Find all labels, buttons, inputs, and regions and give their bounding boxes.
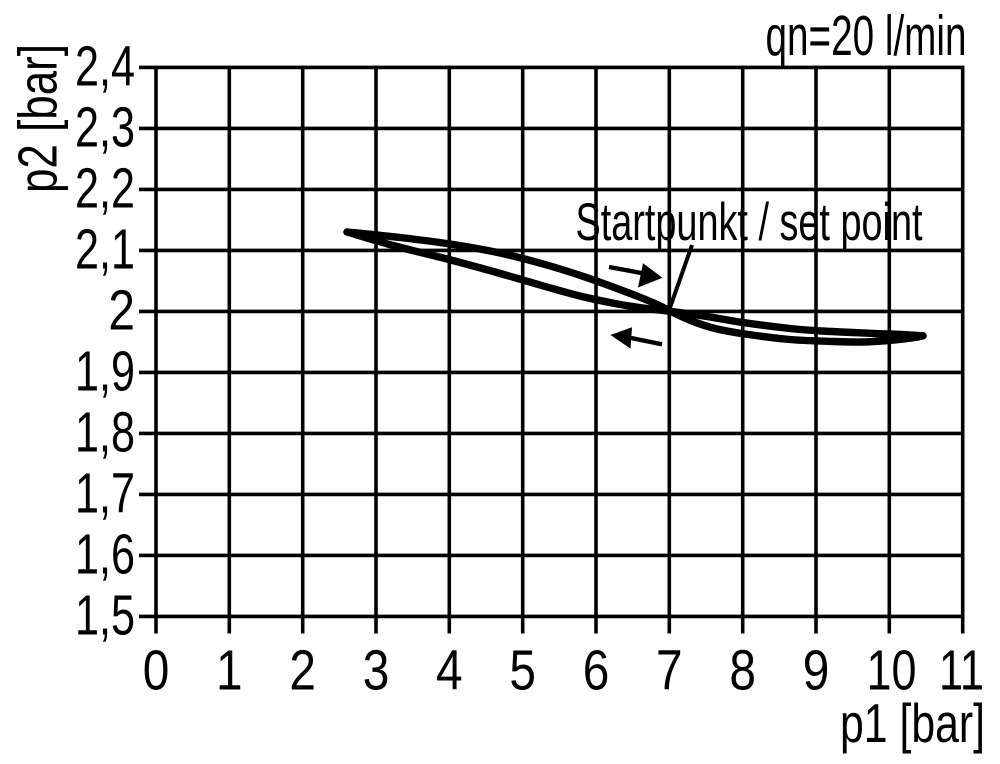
svg-text:10: 10	[867, 639, 917, 702]
svg-text:1,8: 1,8	[75, 400, 135, 463]
svg-text:qn=20 l/min: qn=20 l/min	[766, 4, 967, 67]
svg-text:2,4: 2,4	[75, 34, 135, 97]
svg-text:1,7: 1,7	[75, 461, 135, 524]
svg-text:2,3: 2,3	[75, 95, 135, 158]
svg-text:2: 2	[289, 639, 316, 702]
svg-text:4: 4	[436, 639, 463, 702]
svg-text:1,5: 1,5	[75, 583, 135, 646]
svg-text:8: 8	[729, 639, 756, 702]
svg-text:11: 11	[939, 639, 984, 702]
svg-text:0: 0	[143, 639, 170, 702]
svg-text:p2 [bar]: p2 [bar]	[7, 44, 69, 193]
svg-text:3: 3	[363, 639, 390, 702]
svg-text:2,2: 2,2	[75, 156, 135, 219]
svg-text:6: 6	[583, 639, 610, 702]
svg-text:Startpunkt / set point: Startpunkt / set point	[576, 193, 923, 252]
svg-text:2: 2	[108, 278, 135, 341]
svg-text:1,6: 1,6	[75, 522, 135, 585]
svg-text:9: 9	[803, 639, 830, 702]
svg-text:p1 [bar]: p1 [bar]	[840, 692, 985, 754]
svg-text:5: 5	[509, 639, 536, 702]
svg-text:2,1: 2,1	[75, 217, 135, 280]
svg-text:1: 1	[216, 639, 243, 702]
svg-text:1,9: 1,9	[75, 339, 135, 402]
svg-text:7: 7	[656, 639, 683, 702]
